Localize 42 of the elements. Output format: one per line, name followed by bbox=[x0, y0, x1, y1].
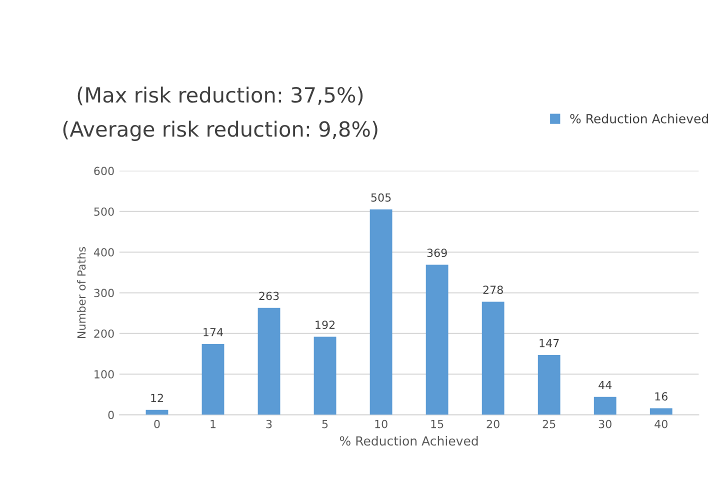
bar bbox=[258, 308, 280, 415]
data-label: 369 bbox=[427, 248, 447, 258]
x-tick-label: 3 bbox=[266, 420, 272, 428]
y-tick-label: 500 bbox=[94, 207, 114, 216]
bar bbox=[202, 344, 224, 415]
bar bbox=[146, 410, 168, 415]
x-tick-label: 0 bbox=[154, 420, 160, 428]
data-label: 147 bbox=[540, 339, 559, 348]
legend-label: % Reduction Achieved bbox=[570, 114, 708, 124]
bar bbox=[314, 336, 336, 415]
x-tick-label: 30 bbox=[598, 420, 612, 428]
x-tick-label: 1 bbox=[210, 420, 216, 428]
data-label: 278 bbox=[483, 286, 503, 294]
bar bbox=[594, 396, 616, 415]
bar bbox=[370, 209, 392, 415]
y-tick-label: 0 bbox=[108, 410, 114, 420]
y-tick-label: 200 bbox=[94, 329, 114, 338]
bar bbox=[482, 302, 504, 415]
x-tick-label: 40 bbox=[654, 420, 668, 428]
data-label: 16 bbox=[655, 392, 668, 401]
data-label: 192 bbox=[316, 320, 335, 330]
x-tick-label: 10 bbox=[375, 420, 388, 428]
bar bbox=[426, 264, 448, 415]
x-tick-label: 15 bbox=[431, 420, 444, 428]
y-tick-label: 600 bbox=[94, 166, 114, 176]
data-label: 44 bbox=[598, 380, 612, 390]
y-tick-label: 100 bbox=[94, 370, 114, 379]
chart-subtitle: (Average risk reduction: 9,8%) bbox=[63, 120, 378, 141]
data-label: 174 bbox=[204, 328, 223, 336]
y-tick-label: 300 bbox=[94, 288, 114, 298]
x-axis-title: % Reduction Achieved bbox=[340, 436, 478, 446]
y-tick-label: 400 bbox=[94, 248, 114, 257]
bar bbox=[538, 355, 560, 415]
data-label: 263 bbox=[259, 292, 279, 300]
x-tick-label: 20 bbox=[486, 420, 500, 428]
chart-title: (Max risk reduction: 37,5%) bbox=[78, 86, 363, 106]
x-tick-label: 5 bbox=[322, 420, 328, 428]
y-axis-title: Number of Paths bbox=[77, 247, 86, 338]
data-label: 505 bbox=[371, 193, 391, 202]
x-tick-label: 25 bbox=[542, 420, 556, 428]
bar bbox=[650, 408, 672, 415]
data-label: 12 bbox=[151, 394, 163, 402]
